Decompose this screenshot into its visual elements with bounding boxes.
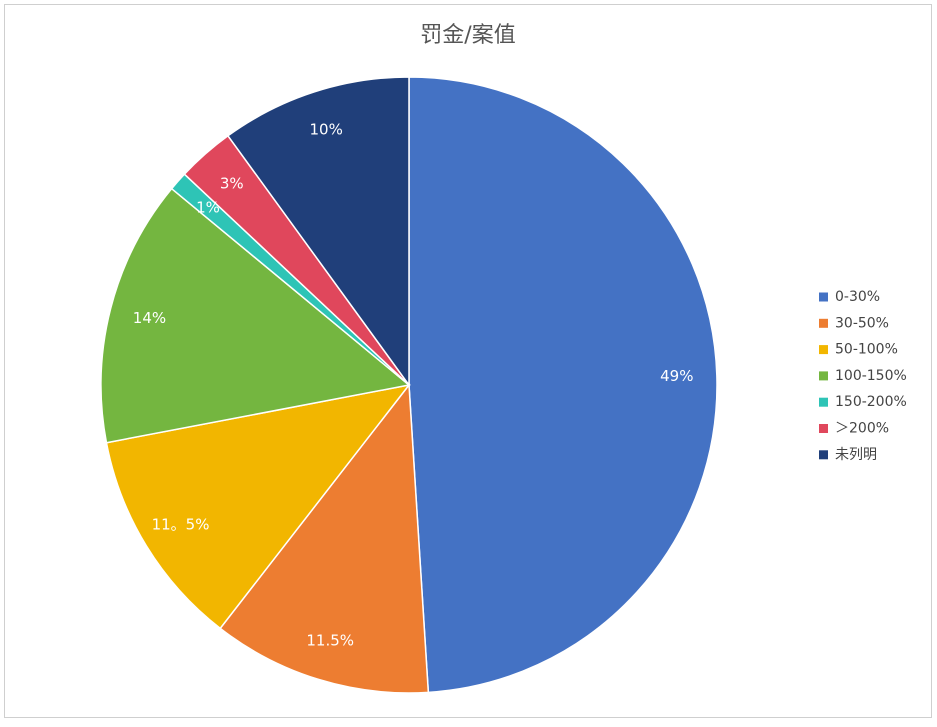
pie-slice bbox=[100, 187, 411, 444]
legend-label: ＞200% bbox=[835, 421, 889, 437]
legend-label: 30-50% bbox=[835, 315, 889, 331]
legend-swatch bbox=[819, 450, 828, 460]
data-label: 11。5% bbox=[152, 516, 210, 534]
legend-swatch bbox=[819, 292, 828, 302]
legend-label: 0-30% bbox=[835, 289, 880, 305]
legend-swatch bbox=[819, 318, 828, 328]
data-label: 11.5% bbox=[306, 632, 354, 650]
pie-slice bbox=[226, 76, 410, 388]
data-label: 1% bbox=[196, 198, 220, 216]
data-label: 14% bbox=[133, 309, 166, 327]
data-label: 49% bbox=[660, 367, 693, 385]
legend-label: 未列明 bbox=[835, 447, 877, 463]
pie-slice bbox=[105, 383, 411, 630]
pie-slice bbox=[219, 382, 430, 694]
legend-swatch bbox=[819, 371, 828, 381]
legend-swatch bbox=[819, 345, 828, 355]
data-label: 10% bbox=[310, 121, 343, 139]
legend-label: 50-100% bbox=[835, 342, 898, 358]
legend-label: 100-150% bbox=[835, 368, 907, 384]
legend-swatch bbox=[819, 397, 828, 407]
data-label: 3% bbox=[220, 175, 244, 193]
legend-swatch bbox=[819, 424, 828, 433]
legend-label: 150-200% bbox=[835, 394, 907, 410]
chart-title: 罚金/案值 bbox=[420, 23, 515, 48]
pie-slice bbox=[408, 76, 718, 694]
